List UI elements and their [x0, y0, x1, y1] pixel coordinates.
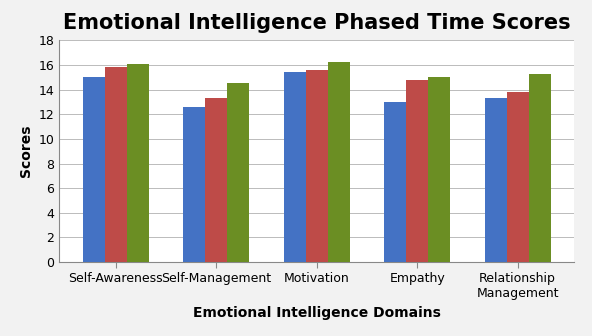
Bar [127, 64, 149, 262]
Bar [328, 62, 350, 262]
Title: Emotional Intelligence Phased Time Scores: Emotional Intelligence Phased Time Score… [63, 13, 571, 33]
Bar [305, 70, 328, 262]
Bar [83, 77, 105, 262]
Bar [183, 107, 205, 262]
Y-axis label: Scores: Scores [19, 125, 33, 177]
Bar [428, 77, 451, 262]
Bar [105, 68, 127, 262]
X-axis label: Emotional Intelligence Domains: Emotional Intelligence Domains [193, 306, 440, 320]
Bar [529, 74, 551, 262]
Bar [406, 80, 428, 262]
Bar [205, 98, 227, 262]
Bar [227, 83, 249, 262]
Bar [384, 102, 406, 262]
Bar [507, 92, 529, 262]
Bar [284, 72, 305, 262]
Bar [484, 98, 507, 262]
